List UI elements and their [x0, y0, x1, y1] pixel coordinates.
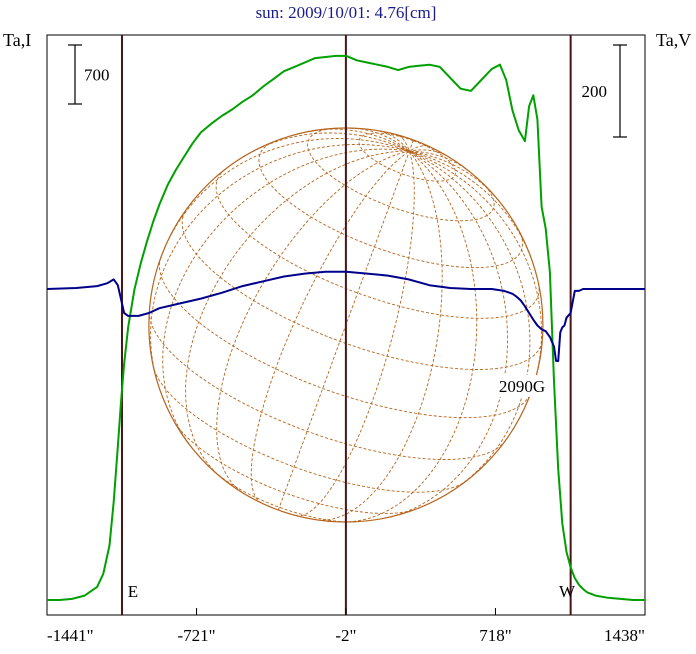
longitude-line — [309, 128, 410, 152]
latitude-line — [148, 311, 506, 460]
longitude-line — [162, 148, 410, 444]
longitude-line — [348, 150, 478, 523]
latitude-line — [181, 211, 543, 370]
latitude-line — [258, 140, 524, 269]
left-axis-label: Ta,I — [3, 30, 31, 50]
x-axis-ticks: -1441" -721" -2" 718" 1438" — [46, 608, 646, 645]
solar-disk-grid — [148, 127, 544, 523]
scale-bar-label: 700 — [84, 65, 110, 84]
x-tick-label: 718" — [479, 626, 511, 645]
longitude-line — [185, 150, 410, 475]
right-axis-label: Ta,V — [656, 30, 691, 50]
scale-bar-right: 200 — [582, 44, 627, 138]
latitude-line — [174, 422, 415, 514]
x-tick-label: -721" — [177, 626, 215, 645]
longitude-line — [409, 145, 429, 152]
longitude-line — [295, 151, 415, 517]
series-group — [46, 54, 645, 601]
longitude-line — [216, 150, 410, 493]
longitude-line — [160, 138, 410, 258]
longitude-line — [390, 150, 508, 518]
longitude-line — [277, 151, 410, 511]
east-limb-label: E — [128, 582, 138, 601]
longitude-line — [379, 130, 410, 152]
longitude-line — [409, 150, 470, 172]
intensity-curve — [47, 54, 645, 601]
longitude-line — [250, 150, 410, 504]
latitude-line — [358, 132, 456, 182]
longitude-line — [398, 134, 410, 152]
latitude-line — [153, 369, 465, 493]
longitude-line — [409, 150, 542, 393]
x-tick-label: 1438" — [604, 626, 645, 645]
longitude-line — [409, 150, 534, 263]
longitude-line — [409, 150, 499, 201]
scale-bar-left: 700 — [68, 44, 110, 105]
longitude-line — [409, 150, 531, 489]
longitude-line — [150, 143, 410, 379]
longitude-line — [408, 139, 414, 152]
longitude-line — [409, 149, 446, 156]
annotation-background — [490, 375, 552, 397]
latitude-line — [214, 471, 352, 523]
chart-title: sun: 2009/10/01: 4.76[cm] — [256, 3, 437, 22]
x-tick-label: -1441" — [47, 626, 94, 645]
scale-bar-label: 200 — [582, 82, 608, 101]
longitude-line — [243, 132, 410, 158]
field-strength-annotation: 2090G — [499, 377, 545, 396]
scale-bars: 700 200 — [68, 44, 627, 138]
longitude-line — [317, 150, 443, 521]
longitude-line — [350, 127, 410, 152]
x-tick-label: -2" — [335, 626, 356, 645]
polarization-curve — [46, 270, 645, 362]
limb-markers — [120, 35, 572, 615]
west-limb-label: W — [559, 582, 576, 601]
latitude-line — [307, 127, 495, 222]
